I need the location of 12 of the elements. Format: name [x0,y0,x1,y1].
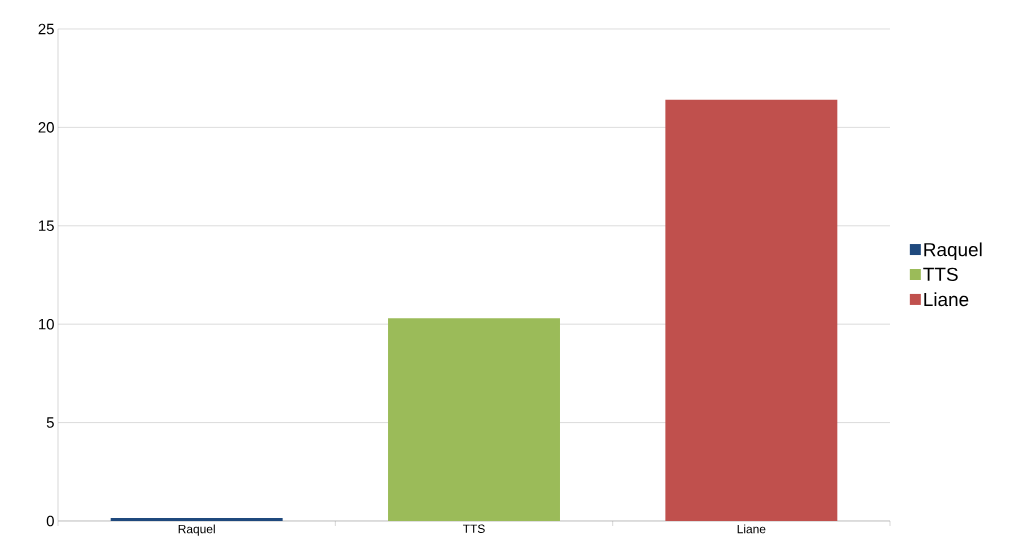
y-tick-label: 0 [46,515,54,527]
x-tick-label: TTS [462,524,485,533]
legend-label: Liane [924,292,969,307]
y-tick-label: 10 [39,318,54,330]
legend-label: TTS [923,267,958,282]
y-tick-label: 25 [38,23,54,35]
y-tick-label: 20 [38,122,54,133]
y-tick-label: 5 [46,417,54,428]
y-tick-label: 15 [39,220,54,231]
x-tick-label: Liane [737,524,766,534]
legend-label: Raquel [924,242,982,261]
x-tick-label: Raquel [178,524,215,536]
